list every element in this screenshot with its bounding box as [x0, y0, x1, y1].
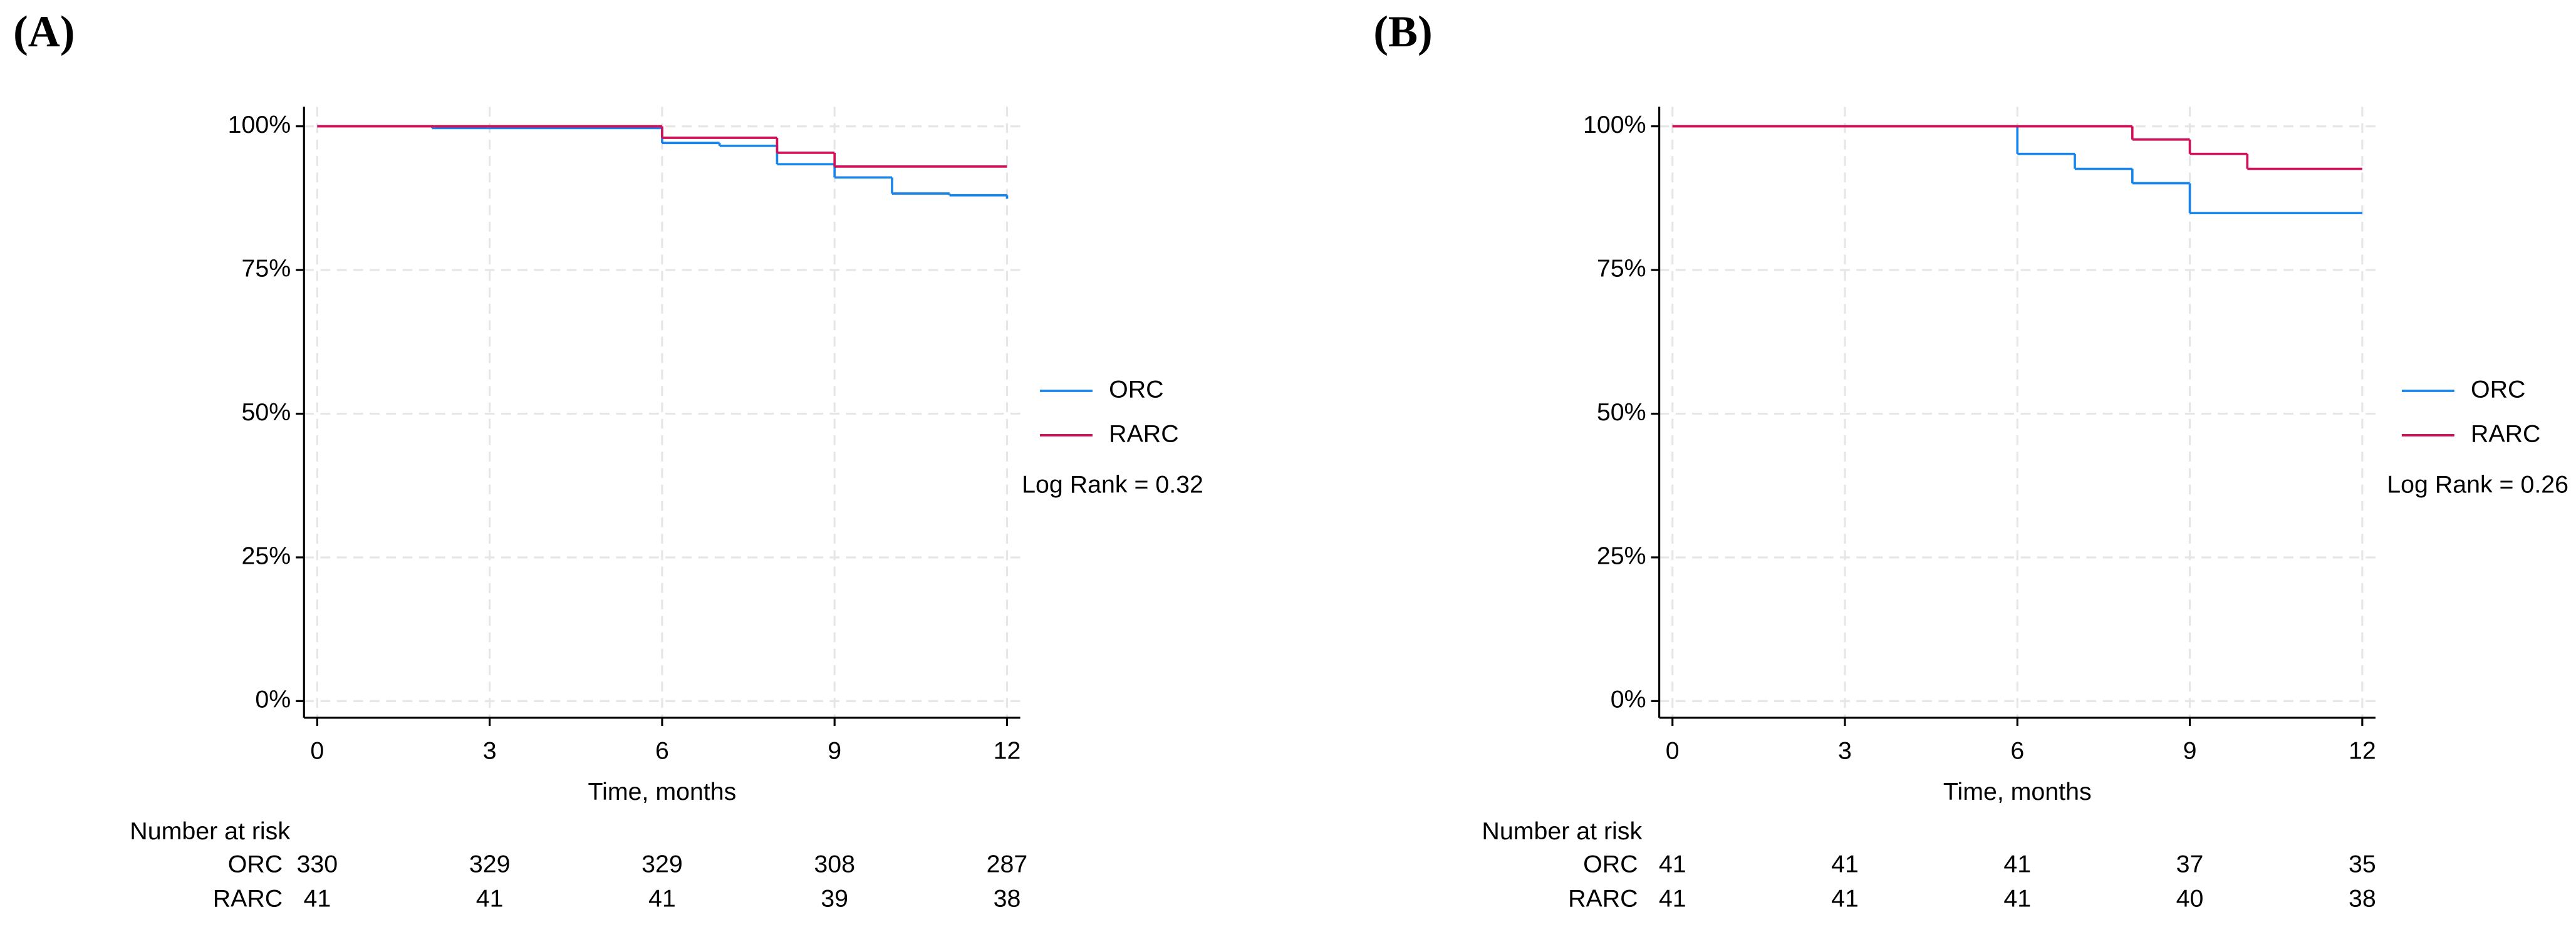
risk-row-label: ORC: [228, 850, 283, 878]
risk-count: 41: [476, 884, 504, 912]
x-axis-title: Time, months: [588, 778, 737, 805]
risk-row-label: ORC: [1583, 850, 1638, 878]
risk-count: 38: [994, 884, 1021, 912]
risk-table-title: Number at risk: [1482, 817, 1642, 845]
risk-count: 41: [1659, 850, 1686, 878]
risk-row-label: RARC: [213, 884, 283, 912]
risk-count: 35: [2349, 850, 2376, 878]
risk-count: 329: [641, 850, 683, 878]
annotation: Log Rank = 0.26: [2387, 471, 2568, 499]
risk-count: 38: [2349, 884, 2376, 912]
panel-label: (A): [13, 8, 75, 56]
x-tick-label: 6: [655, 737, 669, 764]
x-tick-label: 0: [1666, 737, 1680, 764]
risk-count: 308: [814, 850, 855, 878]
x-tick-label: 9: [828, 737, 841, 764]
y-tick-label: 100%: [228, 111, 291, 138]
y-tick-label: 0%: [1611, 686, 1646, 713]
risk-count: 41: [303, 884, 331, 912]
risk-count: 41: [1659, 884, 1686, 912]
annotation: Log Rank = 0.32: [1022, 471, 1203, 499]
legend-label: RARC: [1109, 420, 1178, 447]
risk-row-label: RARC: [1568, 884, 1638, 912]
y-tick-label: 75%: [1597, 254, 1646, 282]
legend-label: RARC: [2471, 420, 2540, 447]
risk-count: 41: [1831, 850, 1859, 878]
x-tick-label: 3: [1838, 737, 1852, 764]
risk-count: 39: [821, 884, 848, 912]
risk-count: 41: [2003, 850, 2031, 878]
y-tick-label: 75%: [242, 254, 291, 282]
y-tick-label: 0%: [255, 686, 291, 713]
y-tick-label: 25%: [1597, 542, 1646, 569]
x-tick-label: 0: [310, 737, 324, 764]
risk-count: 41: [1831, 884, 1859, 912]
legend-label: ORC: [1109, 375, 1163, 403]
x-tick-label: 3: [483, 737, 497, 764]
x-tick-label: 12: [2349, 737, 2376, 764]
risk-count: 41: [2003, 884, 2031, 912]
y-tick-label: 50%: [242, 398, 291, 426]
risk-count: 330: [297, 850, 338, 878]
x-tick-label: 9: [2183, 737, 2197, 764]
y-tick-label: 50%: [1597, 398, 1646, 426]
y-tick-label: 25%: [242, 542, 291, 569]
risk-count: 287: [987, 850, 1028, 878]
x-tick-label: 12: [994, 737, 1021, 764]
x-tick-label: 6: [2010, 737, 2024, 764]
risk-count: 37: [2176, 850, 2204, 878]
risk-count: 40: [2176, 884, 2204, 912]
risk-table-title: Number at risk: [130, 817, 290, 845]
x-axis-title: Time, months: [1943, 778, 2092, 805]
risk-count: 329: [469, 850, 511, 878]
risk-count: 41: [648, 884, 676, 912]
legend-label: ORC: [2471, 375, 2525, 403]
panel-label: (B): [1373, 8, 1432, 56]
y-tick-label: 100%: [1583, 111, 1646, 138]
